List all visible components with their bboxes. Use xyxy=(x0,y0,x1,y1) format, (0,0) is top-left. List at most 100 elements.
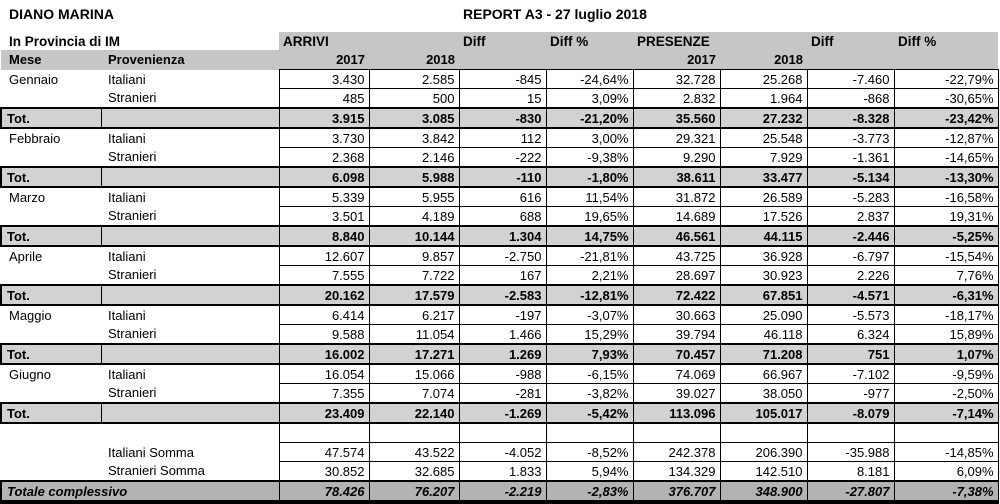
value-cell xyxy=(719,422,808,443)
provenance-label: Stranieri xyxy=(108,385,157,401)
value-cell: 6,09% xyxy=(893,461,999,482)
value-cell: 1.269 xyxy=(458,343,547,365)
value-cell: 9.857 xyxy=(368,245,460,266)
month-total-empty xyxy=(101,284,280,306)
value-cell xyxy=(458,422,547,443)
value-cell: 16.002 xyxy=(278,343,370,365)
col-header-presenze-2018: 2018 xyxy=(720,50,807,70)
value-cell: -197 xyxy=(458,304,547,325)
col-header-diff-arrivi: Diff xyxy=(459,32,546,50)
value-cell: 105.017 xyxy=(719,402,808,424)
table-row-sum: Italiani Somma 47.574 43.522 -4.052 -8,52% 24… xyxy=(1,442,999,462)
value-cell: 7.555 xyxy=(278,265,370,286)
table-row-data: Stranieri 485 500 15 3,09% 2.832 1.964 -868 -30,… xyxy=(1,88,999,109)
value-cell: -15,54% xyxy=(893,245,999,266)
value-cell: 67.851 xyxy=(719,284,808,306)
table-row-data: Maggio Italiani 6.414 6.217 -197 -3,07% 30.663… xyxy=(1,304,999,325)
value-cell: -281 xyxy=(458,383,547,404)
value-cell: 38.050 xyxy=(719,383,808,404)
value-cell: -9,38% xyxy=(545,147,634,168)
value-cell: 15,89% xyxy=(893,324,999,345)
value-cell: -1.361 xyxy=(806,147,895,168)
value-cell xyxy=(368,422,460,443)
value-cell: 112 xyxy=(458,127,547,148)
value-cell: 348.900 xyxy=(719,480,808,504)
col-header-diff-presenze: Diff xyxy=(807,32,894,50)
value-cell: 23.409 xyxy=(278,402,370,424)
value-cell: 7,76% xyxy=(893,265,999,286)
value-cell: -222 xyxy=(458,147,547,168)
value-cell: 11.054 xyxy=(368,324,460,345)
table-row-data: Stranieri 7.355 7.074 -281 -3,82% 39.027 38.05… xyxy=(1,383,999,404)
value-cell: 751 xyxy=(806,343,895,365)
value-cell: -12,81% xyxy=(545,284,634,306)
value-cell: 1.304 xyxy=(458,225,547,247)
value-cell: 39.794 xyxy=(632,324,721,345)
value-cell: -22,79% xyxy=(893,69,999,89)
report-table-body: Gennaio Italiani 3.430 2.585 -845 -24,64% 32.7… xyxy=(0,69,999,504)
col-header-provenienza: Provenienza xyxy=(101,50,279,70)
value-cell: -2,83% xyxy=(545,480,634,504)
value-cell: 3.430 xyxy=(278,69,370,89)
value-cell: 15 xyxy=(458,88,547,109)
value-cell: 32.728 xyxy=(632,69,721,89)
value-cell: 5.339 xyxy=(278,186,370,207)
provenance-label: Italiani xyxy=(108,307,146,323)
month-total-empty xyxy=(101,107,280,129)
month-label: Aprile xyxy=(9,248,43,264)
value-cell: 2.585 xyxy=(368,69,460,89)
value-cell: -110 xyxy=(458,166,547,188)
value-cell: -977 xyxy=(806,383,895,404)
value-cell: -23,42% xyxy=(893,107,999,129)
month-label: Maggio xyxy=(9,307,52,323)
value-cell: 14.689 xyxy=(632,206,721,227)
value-cell: 14,75% xyxy=(545,225,634,247)
month-label xyxy=(1,89,101,109)
table-row-data: Giugno Italiani 16.054 15.066 -988 -6,15% 74.0… xyxy=(1,363,999,384)
value-cell xyxy=(278,422,370,443)
col-header-arrivi-2017: 2017 xyxy=(279,50,369,70)
value-cell: 1,07% xyxy=(893,343,999,365)
value-cell: 2.146 xyxy=(368,147,460,168)
col-group-arrivi: ARRIVI xyxy=(279,32,459,50)
value-cell: 20.162 xyxy=(278,284,370,306)
value-cell: 46.561 xyxy=(632,225,721,247)
value-cell: -8.328 xyxy=(806,107,895,129)
month-total-label: Tot. xyxy=(0,166,102,188)
value-cell: -7,38% xyxy=(893,480,999,504)
value-cell: 35.560 xyxy=(632,107,721,129)
value-cell: 167 xyxy=(458,265,547,286)
month-label xyxy=(1,423,101,443)
value-cell: 1.833 xyxy=(458,461,547,482)
sheet-subtitle: In Provincia di IM xyxy=(9,33,121,49)
month-total-empty xyxy=(101,225,280,247)
value-cell: -4.571 xyxy=(806,284,895,306)
value-cell: 15,29% xyxy=(545,324,634,345)
value-cell: 71.208 xyxy=(719,343,808,365)
value-cell: 22.140 xyxy=(368,402,460,424)
table-row-data: Marzo Italiani 5.339 5.955 616 11,54% 31.872 26… xyxy=(1,186,999,207)
value-cell: 9.588 xyxy=(278,324,370,345)
value-cell: 142.510 xyxy=(719,461,808,482)
value-cell: 5.955 xyxy=(368,186,460,207)
value-cell: -5.283 xyxy=(806,186,895,207)
col-header-empty xyxy=(894,50,999,70)
month-label: Giugno xyxy=(9,366,51,382)
value-cell: 30.663 xyxy=(632,304,721,325)
report-title: REPORT A3 - 27 luglio 2018 xyxy=(463,6,647,22)
value-cell: 5,94% xyxy=(545,461,634,482)
value-cell: 12.607 xyxy=(278,245,370,266)
value-cell: -30,65% xyxy=(893,88,999,109)
sheet-title: DIANO MARINA xyxy=(9,6,114,22)
col-group-presenze: PRESENZE xyxy=(633,32,807,50)
month-label: Marzo xyxy=(9,189,46,205)
column-header-row: Mese Provenienza 2017 2018 2017 2018 xyxy=(1,50,999,70)
value-cell: 38.611 xyxy=(632,166,721,188)
value-cell: -35.988 xyxy=(806,442,895,462)
provenance-label: Italiani xyxy=(108,366,146,382)
col-header-presenze-2017: 2017 xyxy=(633,50,720,70)
value-cell: -7,14% xyxy=(893,402,999,424)
value-cell: 616 xyxy=(458,186,547,207)
month-total-empty xyxy=(101,402,280,424)
